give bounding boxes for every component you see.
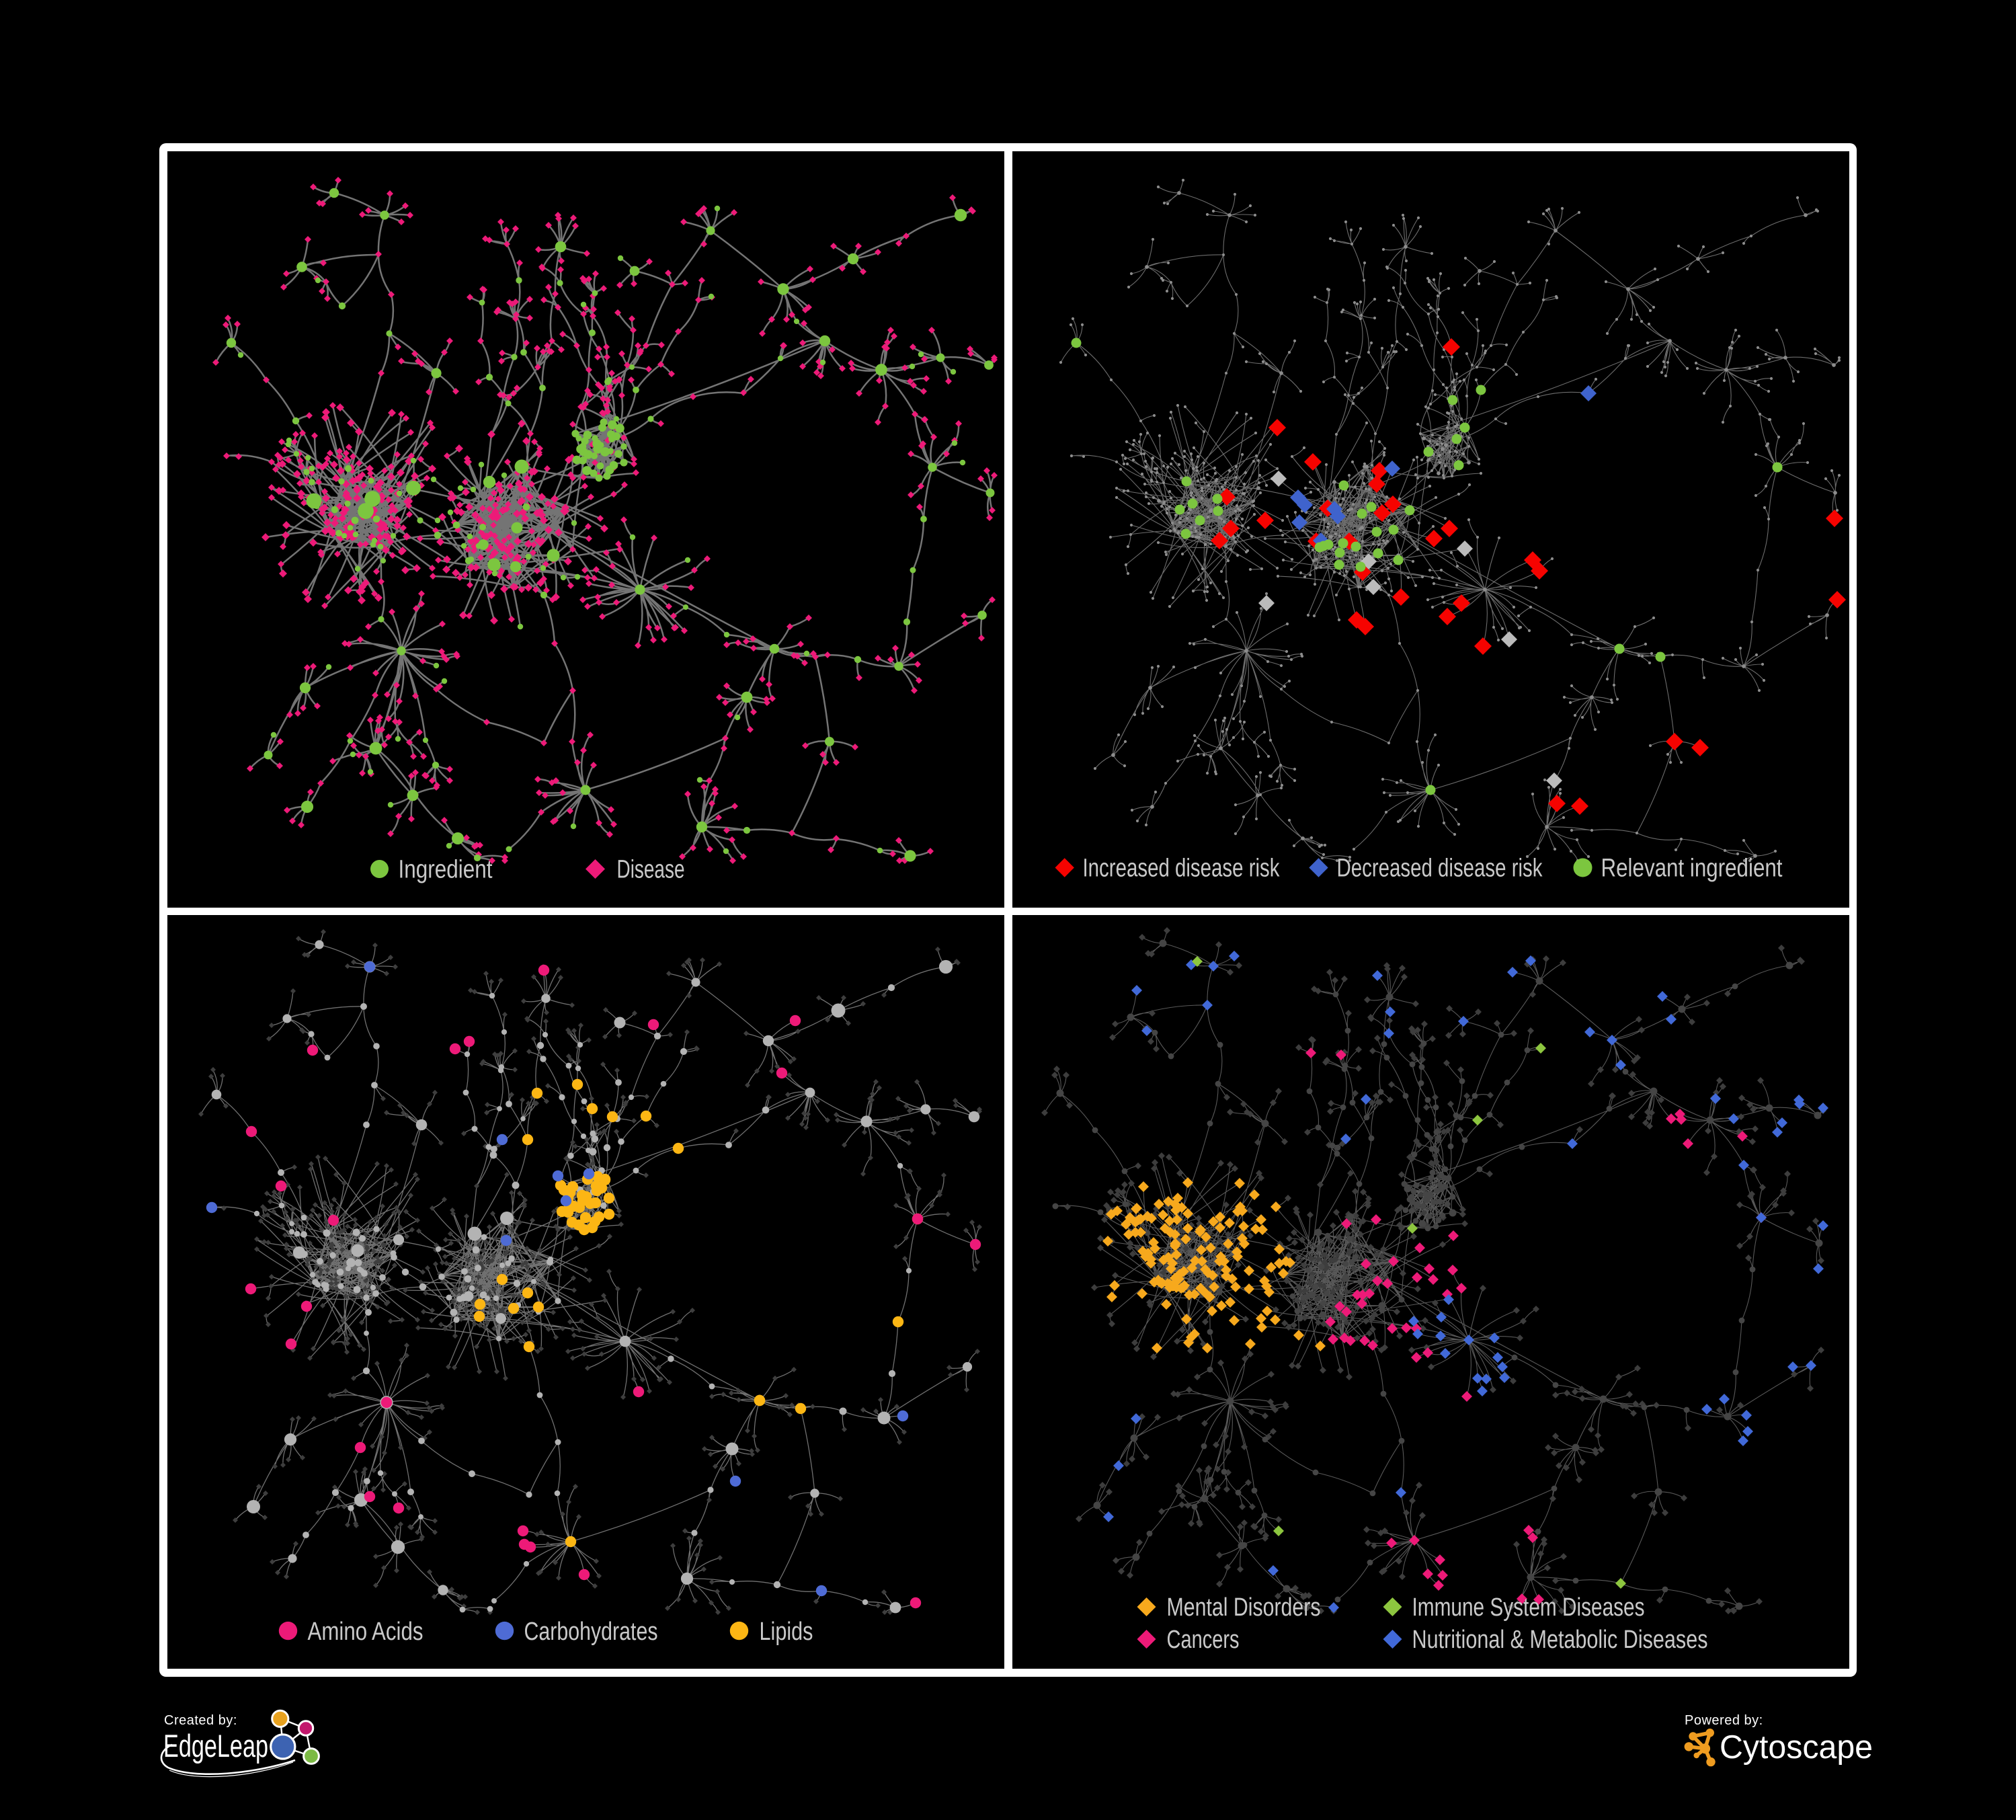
svg-text:Carbohydrates: Carbohydrates: [524, 1618, 657, 1646]
svg-text:Mental Disorders: Mental Disorders: [1166, 1593, 1320, 1622]
svg-text:Nutritional & Metabolic Diseas: Nutritional & Metabolic Diseases: [1412, 1626, 1707, 1654]
svg-text:Ingredient: Ingredient: [398, 855, 492, 883]
svg-text:Immune System Diseases: Immune System Diseases: [1412, 1593, 1644, 1622]
svg-text:Lipids: Lipids: [759, 1618, 813, 1646]
svg-text:Amino Acids: Amino Acids: [307, 1618, 423, 1646]
svg-text:Disease: Disease: [616, 855, 684, 883]
svg-text:Relevant ingredient: Relevant ingredient: [1601, 854, 1782, 882]
svg-text:Increased disease risk: Increased disease risk: [1082, 854, 1280, 882]
svg-text:Cancers: Cancers: [1166, 1626, 1239, 1654]
svg-text:Decreased disease risk: Decreased disease risk: [1336, 854, 1543, 882]
svg-text:EdgeLeap: EdgeLeap: [163, 1728, 268, 1764]
svg-text:Cytoscape: Cytoscape: [1720, 1729, 1873, 1766]
